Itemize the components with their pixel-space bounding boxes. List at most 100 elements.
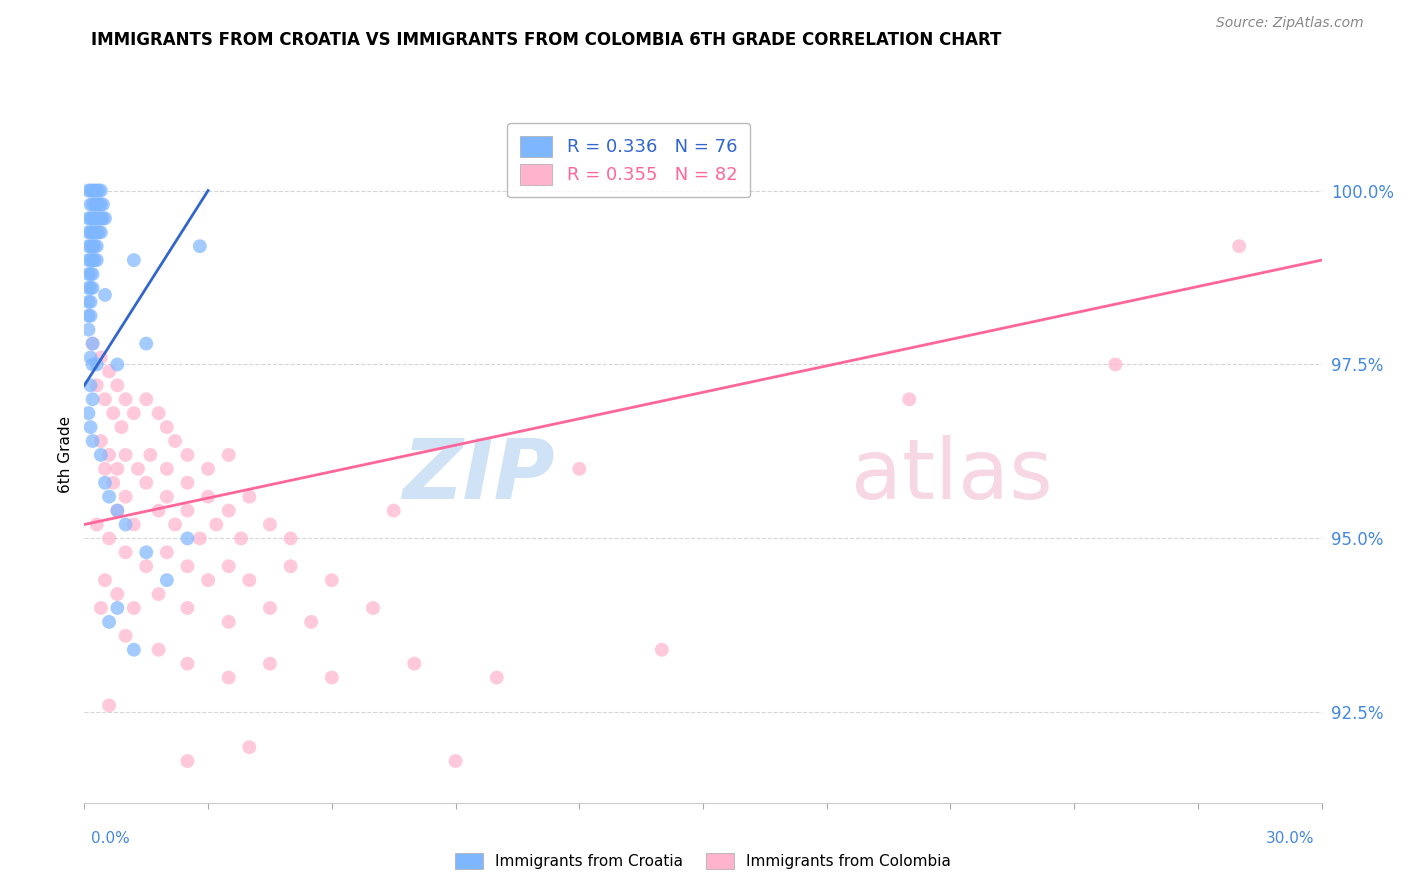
Point (114, 545, 136, 559)
Text: Source: ZipAtlas.com: Source: ZipAtlas.com (1216, 16, 1364, 29)
Point (98, 532, 121, 546)
Point (98, 448, 121, 462)
Point (82, 253, 104, 268)
Point (105, 503, 128, 517)
Point (82, 184, 104, 198)
Point (77, 294, 100, 309)
Point (135, 475, 157, 490)
Point (197, 573, 219, 587)
Point (86, 211, 108, 226)
Point (79, 309, 101, 323)
Point (156, 462, 179, 476)
Point (90, 197, 112, 211)
Point (79, 267, 101, 281)
Point (94, 288, 117, 302)
Point (82, 197, 104, 211)
Point (404, 657, 426, 671)
Point (77, 406, 100, 420)
Point (82, 336, 104, 351)
Point (91, 211, 114, 226)
Point (94, 211, 117, 226)
Point (82, 225, 104, 239)
Point (188, 532, 211, 546)
Point (148, 642, 170, 657)
Point (82, 267, 104, 281)
Point (77, 225, 100, 239)
Point (83, 184, 105, 198)
Point (86, 197, 108, 211)
Point (205, 517, 228, 532)
Point (79, 197, 101, 211)
Point (87, 211, 110, 226)
Point (114, 629, 136, 643)
Point (139, 448, 162, 462)
Text: 0.0%: 0.0% (91, 831, 131, 846)
Point (259, 657, 281, 671)
Point (321, 671, 343, 685)
Point (90, 448, 112, 462)
Point (238, 573, 260, 587)
Point (299, 615, 322, 629)
Point (83, 225, 105, 239)
Point (135, 545, 157, 559)
Legend: Immigrants from Croatia, Immigrants from Colombia: Immigrants from Croatia, Immigrants from… (450, 847, 956, 875)
Point (176, 657, 198, 671)
Legend: R = 0.336   N = 76, R = 0.355   N = 82: R = 0.336 N = 76, R = 0.355 N = 82 (508, 123, 751, 197)
Point (122, 253, 145, 268)
Point (156, 420, 179, 434)
Point (79, 378, 101, 392)
Point (259, 601, 281, 615)
Point (94, 475, 117, 490)
Point (218, 615, 240, 629)
Point (898, 392, 921, 407)
Point (156, 545, 179, 559)
Point (1227, 239, 1250, 253)
Point (105, 378, 128, 392)
Point (148, 406, 170, 420)
Point (82, 211, 104, 226)
Point (79, 420, 101, 434)
Point (90, 434, 112, 448)
Point (165, 517, 187, 532)
Point (94, 392, 117, 407)
Point (176, 559, 198, 574)
Point (86, 253, 108, 268)
Point (86, 517, 108, 532)
Point (135, 392, 157, 407)
Point (87, 197, 110, 211)
Point (444, 754, 467, 768)
Point (176, 448, 198, 462)
Point (86, 378, 108, 392)
Point (110, 420, 132, 434)
Point (238, 740, 260, 755)
Point (122, 601, 145, 615)
Y-axis label: 6th Grade: 6th Grade (58, 417, 73, 493)
Point (77, 239, 100, 253)
Point (103, 406, 125, 420)
Point (82, 239, 104, 253)
Point (321, 573, 343, 587)
Text: atlas: atlas (852, 435, 1053, 516)
Point (122, 642, 145, 657)
Point (156, 573, 179, 587)
Point (79, 281, 101, 295)
Point (82, 434, 104, 448)
Text: ZIP: ZIP (402, 435, 554, 516)
Point (176, 532, 198, 546)
Point (90, 601, 112, 615)
Point (197, 462, 219, 476)
Point (83, 197, 105, 211)
Point (485, 671, 508, 685)
Point (148, 587, 170, 601)
Point (238, 490, 260, 504)
Point (105, 462, 128, 476)
Point (114, 448, 136, 462)
Point (229, 532, 252, 546)
Point (86, 184, 108, 198)
Point (77, 309, 100, 323)
Point (651, 642, 673, 657)
Point (91, 197, 114, 211)
Point (86, 358, 108, 372)
Point (83, 239, 105, 253)
Point (156, 490, 179, 504)
